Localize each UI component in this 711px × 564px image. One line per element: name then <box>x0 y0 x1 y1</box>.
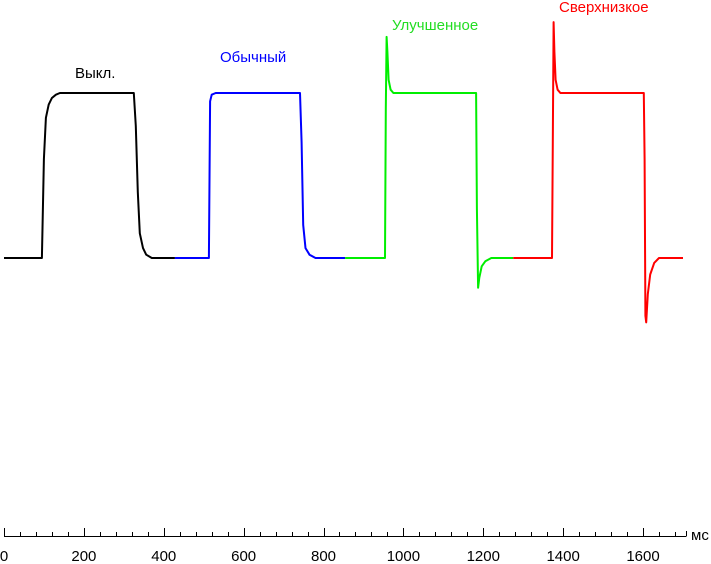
series-label-off: Выкл. <box>75 65 115 82</box>
series-line-1 <box>174 92 346 259</box>
x-tick-label: 200 <box>71 548 96 564</box>
x-tick-label: 0 <box>0 548 8 564</box>
series-label-enhanced: Улучшенное <box>392 17 478 34</box>
series-line-2 <box>345 35 514 289</box>
series-label-normal: Обычный <box>220 49 286 66</box>
x-tick-label: 600 <box>231 548 256 564</box>
x-tick-label: 1200 <box>467 548 500 564</box>
x-tick-label: 1400 <box>546 548 579 564</box>
x-tick-label: 1600 <box>626 548 659 564</box>
series-line-3 <box>513 21 683 324</box>
x-tick-label: 800 <box>311 548 336 564</box>
series-line-0 <box>4 92 175 259</box>
x-tick-label: 400 <box>151 548 176 564</box>
x-ticks: 0 200 400 600 800 1000 1200 1400 1600 <box>0 528 687 564</box>
series-label-ultra-low: Сверхнизкое <box>559 0 649 16</box>
x-axis-unit-label: мс <box>691 527 709 544</box>
series-layer <box>4 21 683 324</box>
x-tick-label: 1000 <box>387 548 420 564</box>
